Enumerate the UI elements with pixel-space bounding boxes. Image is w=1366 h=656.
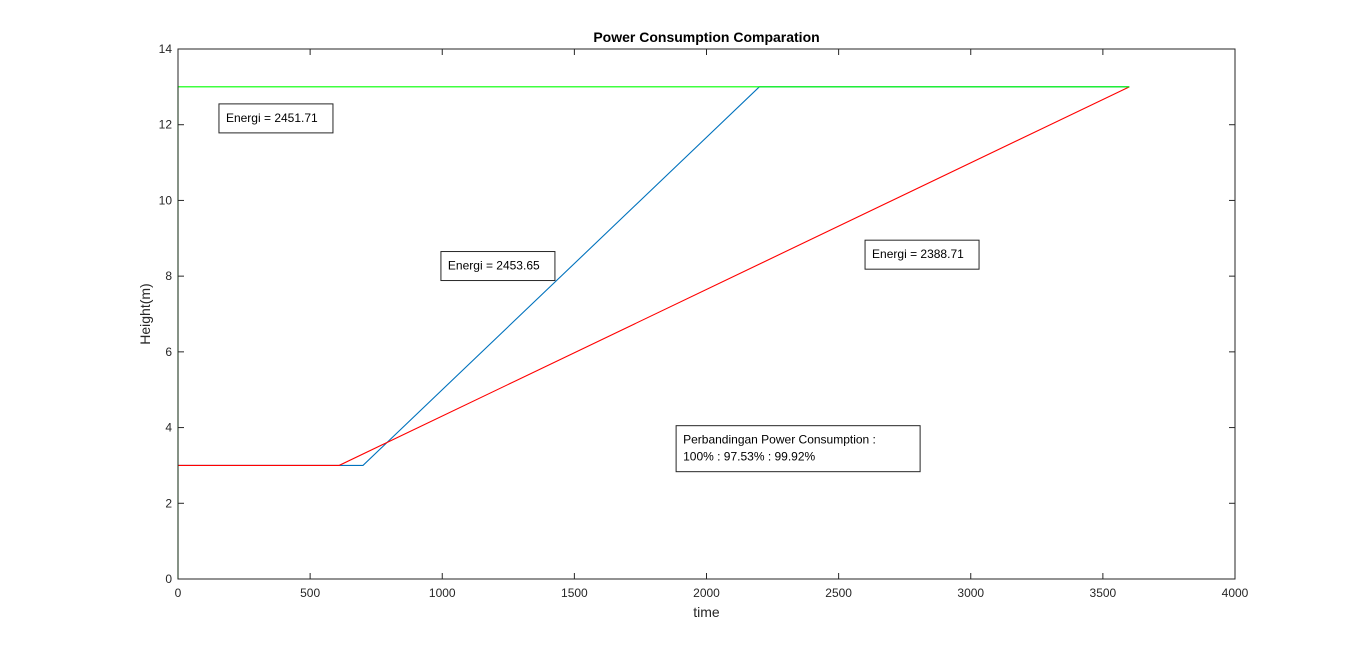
x-tick-label: 1000 <box>429 586 456 600</box>
x-tick-label: 2500 <box>825 586 852 600</box>
annotation-box-3: Energi = 2388.71 <box>864 239 980 270</box>
annotation-text: 100% : 97.53% : 99.92% <box>683 450 815 464</box>
annotation-text: Energi = 2453.65 <box>448 259 540 273</box>
annotation-text: Energi = 2388.71 <box>872 247 964 261</box>
ticks-layer: 0 500 1000 1500 2000 2500 3000 3500 4000 0 2 4 6 8 10 1… <box>159 42 1249 600</box>
plot-area <box>178 49 1235 579</box>
x-tick-label: 4000 <box>1222 586 1249 600</box>
y-tick-label: 2 <box>165 496 172 510</box>
x-tick-label: 2000 <box>693 586 720 600</box>
x-tick-label: 500 <box>300 586 320 600</box>
x-tick-label: 1500 <box>561 586 588 600</box>
x-tick-label: 3000 <box>957 586 984 600</box>
x-tick-label: 0 <box>175 586 182 600</box>
y-tick-label: 10 <box>159 193 173 207</box>
y-tick-label: 0 <box>165 572 172 586</box>
series-2-line <box>178 86 1130 466</box>
annotation-box-2: Energi = 2453.65 <box>440 251 556 282</box>
annotation-border <box>864 239 980 270</box>
annotation-box-4: Perbandingan Power Consumption : 100% : 9… <box>675 425 921 473</box>
y-tick-label: 6 <box>165 345 172 359</box>
x-tick-label: 3500 <box>1090 586 1117 600</box>
annotations-layer: Energi = 2451.71 Energi = 2453.65 Energi =… <box>218 103 980 473</box>
y-axis-label: Height(m) <box>137 283 153 344</box>
annotation-text: Energi = 2451.71 <box>226 111 318 125</box>
y-tick-label: 4 <box>165 421 172 435</box>
y-tick-label: 14 <box>159 42 173 56</box>
y-tick-label: 8 <box>165 269 172 283</box>
annotation-border <box>440 251 556 282</box>
annotation-box-1: Energi = 2451.71 <box>218 103 334 134</box>
chart-title: Power Consumption Comparation <box>593 29 819 45</box>
annotation-text: Perbandingan Power Consumption : <box>683 433 876 447</box>
x-axis-label: time <box>693 604 720 620</box>
annotation-border <box>675 425 921 473</box>
y-tick-label: 12 <box>159 118 173 132</box>
annotation-border <box>218 103 334 134</box>
